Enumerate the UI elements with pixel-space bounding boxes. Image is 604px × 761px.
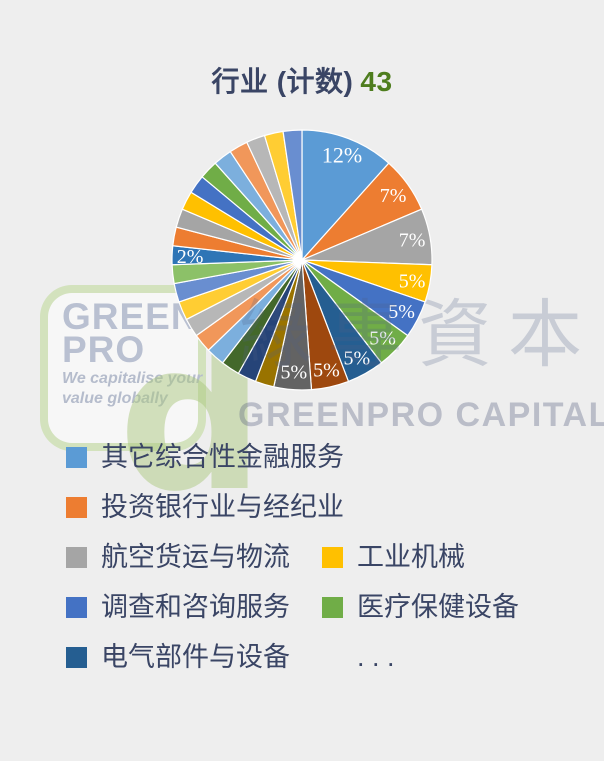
legend-swatch-icon: [322, 547, 343, 568]
pie-chart: 12%7%7%5%5%5%5%5%5%2%: [171, 129, 433, 391]
legend-swatch-icon: [66, 547, 87, 568]
legend-label: 投资银行业与经纪业: [101, 492, 344, 522]
legend-item: 航空货运与物流: [66, 542, 322, 573]
pie-slice-label-4: 5%: [399, 270, 426, 292]
pie-slice-1: [301, 129, 390, 262]
legend-item: 电气部件与设备: [66, 642, 322, 673]
legend-swatch-icon: [66, 597, 87, 618]
legend-row-4: 调查和咨询服务 医疗保健设备: [66, 592, 586, 623]
legend: 其它综合性金融服务 投资银行业与经纪业 航空货运与物流 工业机械调查和咨询服务 医疗保健…: [66, 442, 586, 692]
pie-slice-label-5: 5%: [388, 301, 415, 323]
chart-title-text: 行业 (计数): [211, 66, 354, 97]
legend-label: . . .: [357, 642, 395, 672]
pie-slice-label-6: 5%: [369, 328, 396, 350]
pie-slice-label-19: 2%: [177, 246, 204, 268]
pie-slice-label-1: 12%: [322, 142, 362, 167]
legend-label: 工业机械: [357, 542, 465, 572]
legend-swatch-icon: [322, 597, 343, 618]
legend-item: 其它综合性金融服务: [66, 442, 344, 473]
pie-slice-29: [282, 129, 303, 261]
logo-line1: GREEN: [62, 296, 199, 337]
legend-swatch-placeholder: [322, 647, 343, 668]
legend-label: 医疗保健设备: [357, 592, 519, 622]
legend-more-indicator: . . .: [322, 642, 578, 673]
legend-label: 航空货运与物流: [101, 542, 290, 572]
legend-row-3: 航空货运与物流 工业机械: [66, 542, 586, 573]
pie-slice-label-9: 5%: [280, 362, 307, 384]
greenpro-logo-wordmark: GREEN PRO: [62, 296, 199, 370]
watermark-cjk: 綠專資本: [238, 293, 598, 376]
legend-item: 调查和咨询服务: [66, 592, 322, 623]
legend-label: 调查和咨询服务: [101, 592, 290, 622]
legend-swatch-icon: [66, 497, 87, 518]
legend-swatch-icon: [66, 447, 87, 468]
legend-label: 电气部件与设备: [101, 642, 290, 672]
legend-item: 医疗保健设备: [322, 592, 578, 623]
pie-slice-label-7: 5%: [343, 348, 370, 370]
pie-slice-label-8: 5%: [313, 359, 340, 381]
watermark-latin: GREENPRO CAPITAL: [238, 396, 604, 434]
legend-row-2: 投资银行业与经纪业: [66, 492, 586, 523]
chart-title: 行业 (计数) 43: [0, 60, 604, 100]
greenpro-logo-frame: [40, 285, 206, 451]
chart-count: 43: [360, 66, 393, 97]
legend-item: 投资银行业与经纪业: [66, 492, 344, 523]
legend-row-1: 其它综合性金融服务: [66, 442, 586, 473]
legend-swatch-icon: [66, 647, 87, 668]
pie-slice-label-2: 7%: [380, 185, 407, 207]
pie-slice-label-3: 7%: [399, 230, 426, 252]
logo-line2: PRO: [62, 329, 146, 370]
legend-label: 其它综合性金融服务: [101, 442, 344, 472]
legend-row-5: 电气部件与设备 . . .: [66, 642, 586, 673]
logo-tagline: We capitalise your value globally: [62, 370, 203, 407]
legend-item: 工业机械: [322, 542, 578, 573]
